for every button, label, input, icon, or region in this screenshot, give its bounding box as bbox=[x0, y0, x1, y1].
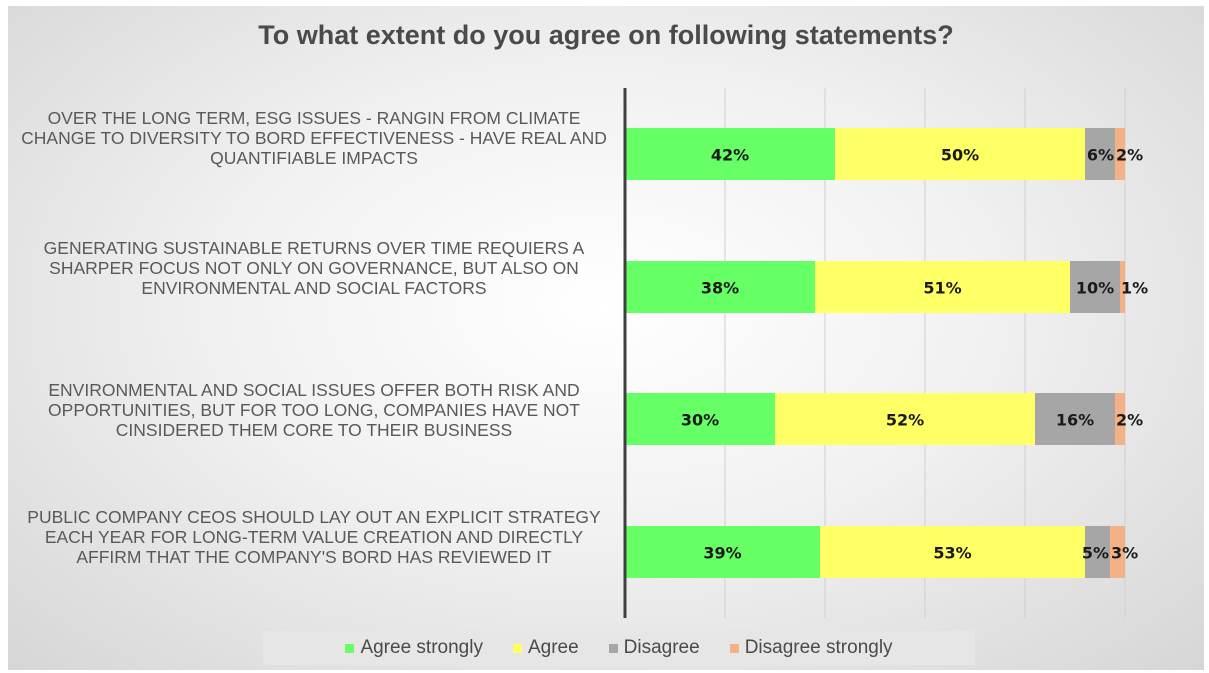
chart-title: To what extent do you agree on following… bbox=[258, 20, 954, 50]
category-label: GENERATING SUSTAINABLE RETURNS OVER TIME… bbox=[43, 238, 585, 298]
bar-segment bbox=[625, 526, 820, 578]
legend-item: Agree strongly bbox=[345, 637, 483, 659]
category-label: PUBLIC COMPANY CEOS SHOULD LAY OUT AN EX… bbox=[27, 507, 601, 567]
bar-segment bbox=[1035, 393, 1115, 445]
data-label: 1% bbox=[1121, 279, 1148, 298]
data-label: 10% bbox=[1076, 279, 1114, 298]
legend-swatch bbox=[345, 643, 355, 653]
bar-segment bbox=[1070, 261, 1120, 313]
bar-segment bbox=[815, 261, 1070, 313]
data-label: 5% bbox=[1082, 544, 1109, 563]
data-label: 3% bbox=[1111, 544, 1138, 563]
data-label: 2% bbox=[1116, 146, 1143, 165]
data-label: 38% bbox=[701, 279, 739, 298]
legend-label: Disagree strongly bbox=[744, 637, 893, 658]
legend-swatch bbox=[608, 643, 618, 653]
legend-label: Agree strongly bbox=[360, 637, 483, 658]
bar-segment bbox=[1085, 526, 1110, 578]
legend-item: Disagree strongly bbox=[729, 637, 893, 659]
data-label: 6% bbox=[1087, 146, 1114, 165]
data-label: 16% bbox=[1056, 411, 1094, 430]
legend-swatch bbox=[512, 643, 522, 653]
data-label: 50% bbox=[941, 146, 979, 165]
data-label: 39% bbox=[703, 544, 741, 563]
category-label: ENVIRONMENTAL AND SOCIAL ISSUES OFFER BO… bbox=[48, 380, 580, 440]
bar-segment bbox=[1115, 393, 1125, 445]
bar-segment bbox=[775, 393, 1035, 445]
bar-segment bbox=[1120, 261, 1125, 313]
bar-segment bbox=[835, 128, 1085, 180]
legend-label: Disagree bbox=[623, 637, 700, 658]
legend-item: Agree bbox=[512, 637, 579, 659]
legend-label: Agree bbox=[527, 637, 579, 658]
data-label: 2% bbox=[1116, 411, 1143, 430]
bar-segment bbox=[625, 261, 815, 313]
bar-segment bbox=[1115, 128, 1125, 180]
legend-item: Disagree bbox=[608, 637, 700, 659]
legend: Agree strongly Agree Disagree Disagree s… bbox=[263, 631, 975, 665]
data-label: 30% bbox=[681, 411, 719, 430]
data-label: 53% bbox=[933, 544, 971, 563]
bar-segment bbox=[1110, 526, 1125, 578]
bar-segment bbox=[625, 128, 835, 180]
bar-segment bbox=[625, 393, 775, 445]
bar-segment bbox=[820, 526, 1085, 578]
category-label: OVER THE LONG TERM, ESG ISSUES - RANGIN … bbox=[21, 108, 607, 168]
bar-segment bbox=[1085, 128, 1115, 180]
data-label: 42% bbox=[711, 146, 749, 165]
data-label: 51% bbox=[923, 279, 961, 298]
legend-swatch bbox=[729, 643, 739, 653]
plot-area: 42% 50% 6% 2%38% 51% 10% 1%30% 52% 16% 2%39% 53% 5%… bbox=[623, 88, 1148, 618]
chart: To what extent do you agree on following… bbox=[8, 6, 1204, 670]
data-label: 52% bbox=[886, 411, 924, 430]
